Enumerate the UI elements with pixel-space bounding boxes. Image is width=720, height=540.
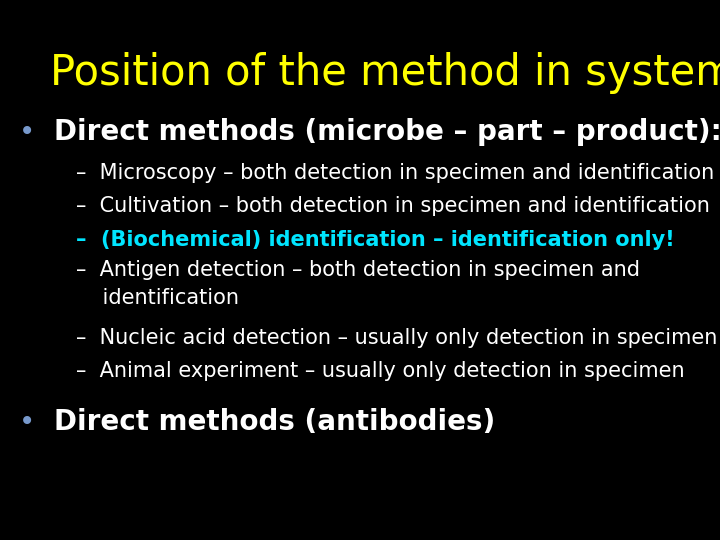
Text: –  Animal experiment – usually only detection in specimen: – Animal experiment – usually only detec…: [76, 361, 684, 381]
Text: Direct methods (antibodies): Direct methods (antibodies): [54, 408, 495, 436]
Text: Position of the method in system: Position of the method in system: [50, 52, 720, 94]
Text: •: •: [19, 408, 35, 436]
Text: •: •: [19, 118, 35, 146]
Text: –  Antigen detection – both detection in specimen and
    identification: – Antigen detection – both detection in …: [76, 260, 639, 307]
Text: –  Microscopy – both detection in specimen and identification: – Microscopy – both detection in specime…: [76, 163, 714, 183]
Text: –  Cultivation – both detection in specimen and identification: – Cultivation – both detection in specim…: [76, 196, 709, 217]
Text: –  Nucleic acid detection – usually only detection in specimen: – Nucleic acid detection – usually only …: [76, 327, 717, 348]
Text: Direct methods (microbe – part – product):: Direct methods (microbe – part – product…: [54, 118, 720, 146]
Text: –  (Biochemical) identification – identification only!: – (Biochemical) identification – identif…: [76, 230, 674, 250]
